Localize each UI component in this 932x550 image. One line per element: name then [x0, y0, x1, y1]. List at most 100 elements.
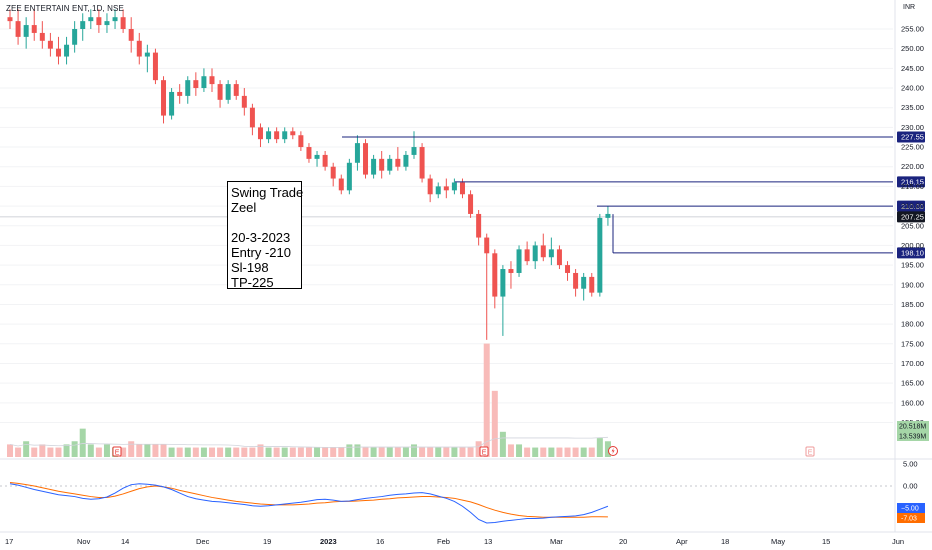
candle-body[interactable]: [540, 245, 546, 258]
candle-body[interactable]: [161, 80, 167, 116]
candle-body[interactable]: [55, 48, 61, 57]
candle-body[interactable]: [322, 154, 328, 167]
candle-body[interactable]: [201, 76, 207, 89]
candle-body[interactable]: [605, 213, 611, 218]
candle-body[interactable]: [524, 249, 530, 262]
candle-body[interactable]: [233, 84, 239, 96]
candle-body[interactable]: [136, 40, 142, 57]
candle-body[interactable]: [516, 249, 522, 273]
candle-body[interactable]: [314, 154, 320, 159]
candle-body[interactable]: [64, 44, 70, 57]
time-axis-label: 2023: [320, 537, 337, 546]
candle-body[interactable]: [80, 21, 86, 29]
horizontal-level-lines[interactable]: 227.55 216.15 210.00 198.10 207.25: [342, 131, 925, 259]
candle-body[interactable]: [144, 52, 150, 57]
candle-body[interactable]: [282, 131, 288, 140]
candle-body[interactable]: [266, 131, 272, 140]
time-axis[interactable]: 17 Nov 14 Dec 19 2023 16 Feb 13 Mar 20 Apr 18 May 15 Ju…: [0, 531, 932, 546]
candle-body[interactable]: [508, 269, 514, 273]
candle-body[interactable]: [47, 40, 53, 49]
candle-body[interactable]: [15, 21, 21, 37]
candle-body[interactable]: [72, 29, 78, 45]
time-axis-label: 18: [721, 537, 729, 546]
earnings-marker[interactable]: [479, 446, 489, 457]
candle-body[interactable]: [363, 143, 369, 175]
volume-bar: [507, 444, 514, 457]
candle-body[interactable]: [7, 17, 13, 22]
candle-body[interactable]: [403, 154, 409, 167]
candle-body[interactable]: [209, 76, 215, 85]
candle-body[interactable]: [39, 32, 45, 41]
candle-body[interactable]: [185, 80, 191, 96]
price-axis[interactable]: 255.00 250.00 245.00 240.00 235.00 230.00 225.…: [894, 0, 929, 532]
candle-body[interactable]: [484, 237, 490, 254]
candle-body[interactable]: [500, 269, 506, 297]
candle-body[interactable]: [435, 186, 441, 195]
candle-body[interactable]: [476, 213, 482, 238]
candle-body[interactable]: [152, 52, 158, 81]
candle-body[interactable]: [274, 131, 280, 140]
candle-body[interactable]: [23, 25, 29, 37]
symbol-title[interactable]: ZEE ENTERTAIN ENT, 1D, NSE: [6, 4, 124, 13]
candle-body[interactable]: [451, 182, 457, 191]
price-tick-label: 220.00: [901, 162, 924, 171]
candle-body[interactable]: [371, 158, 377, 175]
volume-bar: [160, 444, 167, 457]
candle-body[interactable]: [249, 107, 255, 128]
candle-body[interactable]: [193, 80, 199, 89]
candlestick-series[interactable]: [7, 9, 611, 340]
candle-body[interactable]: [532, 245, 538, 262]
candle-body[interactable]: [120, 17, 126, 29]
candle-body[interactable]: [112, 17, 118, 22]
candle-body[interactable]: [468, 194, 474, 214]
candle-body[interactable]: [177, 91, 183, 96]
candle-body[interactable]: [225, 84, 231, 100]
candle-body[interactable]: [169, 91, 175, 116]
candle-body[interactable]: [443, 186, 449, 191]
candle-body[interactable]: [88, 17, 94, 22]
candle-body[interactable]: [581, 276, 587, 289]
candle-body[interactable]: [597, 217, 603, 293]
earnings-marker[interactable]: [112, 446, 122, 457]
candle-body[interactable]: [427, 178, 433, 195]
price-tick-label: 185.00: [901, 300, 924, 309]
candle-body[interactable]: [492, 253, 498, 297]
candle-body[interactable]: [290, 131, 296, 136]
candle-body[interactable]: [589, 276, 595, 293]
candle-body[interactable]: [128, 29, 134, 41]
volume-bars: [7, 343, 611, 457]
candle-body[interactable]: [556, 249, 562, 266]
volume-bar: [273, 447, 280, 457]
candle-body[interactable]: [354, 143, 360, 163]
earnings-marker[interactable]: [805, 446, 815, 457]
candle-body[interactable]: [565, 265, 571, 273]
candle-body[interactable]: [31, 25, 37, 33]
currency-label: INR: [903, 4, 916, 11]
volume-bar: [265, 447, 272, 457]
candle-body[interactable]: [338, 178, 344, 191]
candle-body[interactable]: [411, 147, 417, 155]
candle-body[interactable]: [217, 84, 223, 100]
current-price-label-bg: [897, 211, 925, 223]
candle-body[interactable]: [96, 17, 102, 26]
text-note-box[interactable]: Swing Trade Zeel 20-3-2023 Entry -210 Sl-19…: [227, 181, 303, 290]
candle-body[interactable]: [419, 147, 425, 179]
price-tick-label: 170.00: [901, 359, 924, 368]
candle-body[interactable]: [395, 158, 401, 167]
candle-body[interactable]: [379, 158, 385, 171]
candle-body[interactable]: [306, 147, 312, 159]
candle-body[interactable]: [387, 158, 393, 171]
candle-body[interactable]: [459, 182, 465, 195]
candle-body[interactable]: [104, 21, 110, 26]
candle-body[interactable]: [548, 249, 554, 258]
candle-body[interactable]: [330, 166, 336, 179]
candle-body[interactable]: [346, 162, 352, 191]
candle-body[interactable]: [573, 272, 579, 289]
candle-body[interactable]: [298, 135, 304, 148]
candle-body[interactable]: [257, 127, 263, 140]
time-axis-label: 15: [822, 537, 830, 546]
level-label: 198.10: [901, 249, 924, 258]
candle-body[interactable]: [241, 95, 247, 108]
